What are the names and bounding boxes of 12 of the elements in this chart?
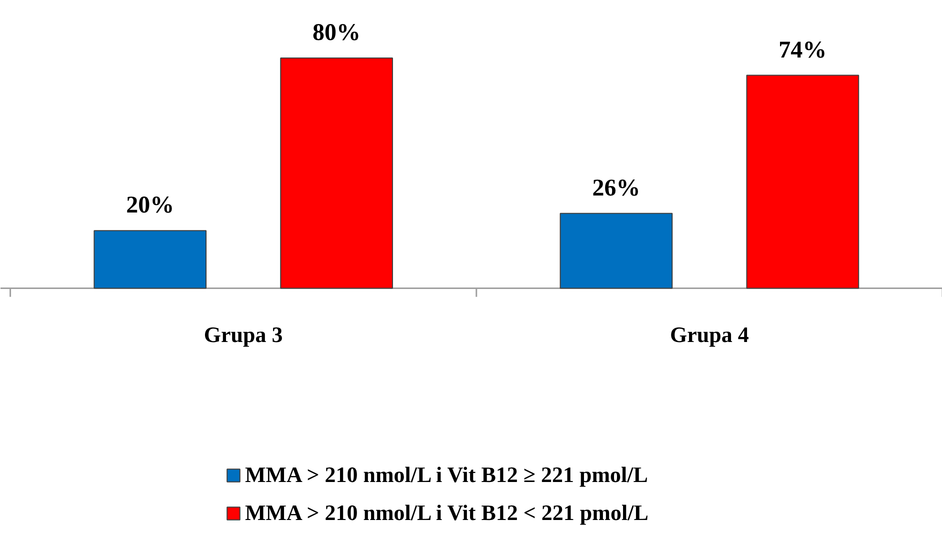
data-label: 74% bbox=[778, 37, 827, 64]
bar bbox=[280, 58, 393, 289]
data-label: 26% bbox=[592, 175, 640, 202]
legend-label: MMA > 210 nmol/L i Vit B12 ≥ 221 pmol/L bbox=[245, 462, 648, 488]
data-label: 20% bbox=[126, 192, 174, 219]
bar bbox=[560, 212, 673, 289]
x-tick-label: Grupa 4 bbox=[670, 322, 749, 348]
x-tick-label: Grupa 3 bbox=[204, 322, 283, 348]
bar bbox=[746, 74, 860, 289]
legend-label: MMA > 210 nmol/L i Vit B12 < 221 pmol/L bbox=[245, 500, 648, 526]
bar bbox=[94, 230, 207, 289]
data-label: 80% bbox=[312, 20, 361, 46]
